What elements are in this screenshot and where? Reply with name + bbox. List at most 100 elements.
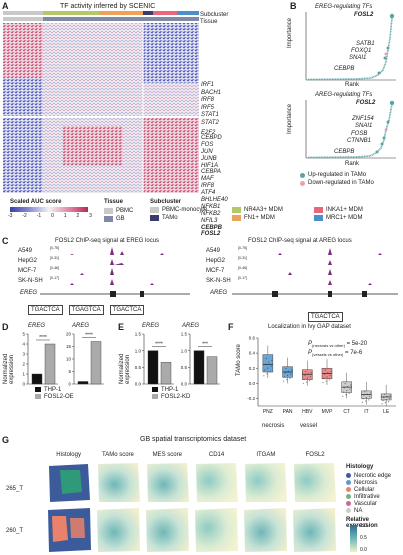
data-point [342,391,345,393]
g-col: Histology [56,452,81,458]
ereg-gene: SATB1 [356,41,375,47]
g-row-265: 265_T [6,486,24,492]
motif-box: TGAGTCA [68,305,104,315]
data-point [384,402,386,404]
c-right-ranges: [0-75] [0-31] [0-46] [0-17] [238,246,258,286]
data-point [267,367,269,369]
gene-label: HIF1A [201,162,219,169]
areg-gene: CEBPB [334,149,355,155]
areg-tf-title: AREG-regulating TFs [315,92,373,98]
heatmap-genes-bottom: CEBPD FOS JUN JUNB HIF1A CEBPA MAF IRF8 … [201,135,241,238]
expr-legend-title: Relative expression [346,517,378,529]
histology-item: Necrosis [354,479,378,486]
data-point [364,391,366,393]
heatmap-genes-top: IRF1 BACH1 IRF8 IRF5 STAT1 STAT2 E2F2 [201,82,241,138]
p-sub: (necrosis vs other) [312,343,345,349]
f-group-necrosis: necrosis [262,423,285,429]
panel-a-title: TF activity inferred by SCENIC [60,3,156,10]
panel-g-label: G [2,435,10,445]
tissue-item: GB [116,216,125,222]
data-point [310,372,312,374]
histology-legend: Necrotic edge Necrosis Cellular Infiltra… [346,472,391,514]
data-point [307,373,309,375]
tick-label: 2 [22,362,25,367]
c-gene-left: EREG [20,290,38,296]
data-point [284,372,286,374]
gene-label: E2F2 [201,130,216,136]
tick-label: -0.2 [247,396,255,401]
data-point [268,361,270,363]
data-point [368,399,370,401]
data-point [305,370,307,372]
c-left-motifs: TGACTCA TGAGTCA TGACTCA [28,305,145,315]
g-title: GB spatial transcriptomics dataset [140,436,247,443]
auc-tick: -2 [22,213,27,219]
areg-rank-plot [305,100,396,159]
panel-c-label: C [2,236,9,246]
tick-label: 0.0 [181,382,188,387]
g-col: CD14 [208,452,225,458]
gene-label: FOS [201,141,214,148]
f-ylabel: TAMo score [236,344,242,376]
auc-tick: 2 [76,213,80,219]
category-label: HBV [302,409,313,414]
gene-label: NFKB2 [201,210,221,217]
data-point [326,376,328,378]
e-gene1: EREG [142,323,160,329]
category-label: PAN [283,409,293,414]
data-point [323,377,325,379]
f-title: Localization in Ivy GAP dataset [268,324,351,330]
panel-b-label: B [290,1,297,11]
auc-colorbar [10,207,88,212]
gene-label: JUN [201,148,213,155]
c-left-gene-model [40,291,190,297]
data-point [264,363,267,365]
tissue-legend-title: Tissue [104,199,123,205]
areg-gene: CTNNB1 [347,138,372,144]
gene-label: STAT2 [201,119,219,126]
cell-line: A549 [206,248,221,254]
data-point [381,403,383,405]
bar [206,356,218,385]
g-col: FOSL2 [305,452,325,458]
tick-label: 20 [66,332,72,337]
bar [193,350,205,385]
tick-label: 1.0 [135,348,142,353]
g-spatial-grid [48,463,336,552]
data-point [290,369,293,371]
e-right-axis: 0.0 0.5 1.0 1.5 *** [181,332,220,387]
data-point [346,389,348,392]
tick-label: 0 [68,382,71,387]
motif-box: TGACTCA [28,305,63,315]
tick-label: 0.6 [249,336,256,341]
p-value: = 5e-20 [346,341,368,347]
gene-label: CEBPA [201,169,221,176]
category-label: CT [343,409,350,414]
range: [0-17] [50,276,59,280]
g-col: MES score [152,452,182,458]
c-right-title: FOSL2 ChIP-seq signal at AREG locus [248,238,352,244]
data-point [366,393,368,395]
c-right-tracks [238,248,398,285]
data-point [385,398,387,401]
d-gene1: EREG [28,323,46,329]
areg-gene: FOSB [351,131,368,137]
motif-box: TGACTCA [308,312,343,322]
e-gene2: AREG [182,323,200,329]
p-label: P [308,350,313,357]
data-point [383,396,385,399]
cell-line: SK-N-SH [18,278,43,284]
histology-item: Necrotic edge [354,472,392,479]
range: [0-75] [50,246,59,250]
tick-label: 0.5 [135,365,142,370]
tissue-legend: PBMC GB [104,207,133,223]
legend-item: THP-1 [44,386,62,393]
tick-label: 4 [22,342,25,347]
tick-label: 0.0 [135,382,142,387]
panel-d-label: D [2,322,9,332]
data-point [343,387,345,389]
cell-line: HepG2 [206,258,226,264]
d-bar-chart: 0 1 2 3 4 5 **** 0 5 10 15 20 **** [22,332,104,387]
data-point [348,392,350,394]
g-row-260: 260_T [6,528,24,534]
